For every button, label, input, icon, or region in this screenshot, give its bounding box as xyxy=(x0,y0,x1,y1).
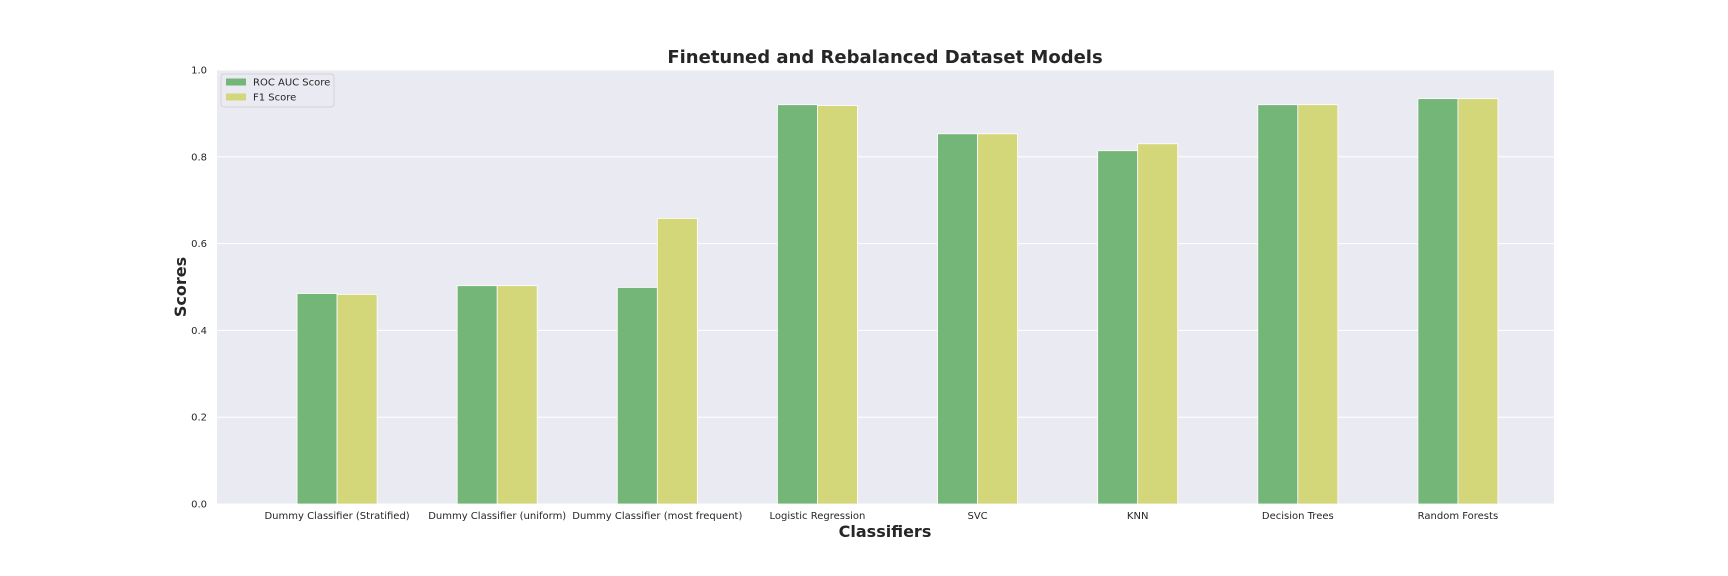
y-tick-label: 0.2 xyxy=(191,413,207,424)
y-axis-ticks: 0.0 0.2 0.4 0.6 0.8 1.0 xyxy=(191,66,207,511)
bar-roc-auc xyxy=(1257,104,1299,505)
bar-roc-auc xyxy=(777,104,818,505)
bar-f1 xyxy=(977,133,1018,505)
bar-roc-auc xyxy=(937,133,978,505)
x-tick-label: Dummy Classifier (uniform) xyxy=(428,511,566,522)
y-tick-label: 0.4 xyxy=(191,326,207,337)
bar-f1 xyxy=(1137,143,1179,505)
bar-f1 xyxy=(496,285,538,505)
bar-f1 xyxy=(656,218,698,505)
x-tick-label: Random Forests xyxy=(1418,511,1498,522)
x-tick-label: Dummy Classifier (Stratified) xyxy=(264,511,409,522)
bar-roc-auc xyxy=(1097,150,1139,505)
x-axis-ticks: Dummy Classifier (Stratified) Dummy Class… xyxy=(264,511,1498,522)
bar-f1 xyxy=(1457,98,1499,505)
bar-f1 xyxy=(1297,104,1339,505)
x-tick-label: Decision Trees xyxy=(1262,511,1334,522)
bar-f1 xyxy=(817,105,858,505)
x-tick-label: SVC xyxy=(967,511,987,522)
y-axis-label: Scores xyxy=(171,257,190,317)
x-tick-label: Logistic Regression xyxy=(769,511,865,522)
legend-entry: ROC AUC Score xyxy=(253,78,330,89)
bar-roc-auc xyxy=(456,285,498,505)
legend-swatch xyxy=(226,93,246,101)
legend-entry: F1 Score xyxy=(253,93,296,104)
legend: ROC AUC Score F1 Score xyxy=(220,73,335,108)
x-tick-label: KNN xyxy=(1127,511,1149,522)
y-tick-label: 0.8 xyxy=(191,152,207,163)
y-tick-label: 0.6 xyxy=(191,239,207,250)
bar-roc-auc xyxy=(616,287,658,505)
x-tick-label: Dummy Classifier (most frequent) xyxy=(572,511,742,522)
plot-area xyxy=(217,70,1554,504)
bar-f1 xyxy=(336,293,378,505)
bars xyxy=(296,98,1499,505)
chart-title: Finetuned and Rebalanced Dataset Models xyxy=(667,47,1102,68)
y-tick-label: 1.0 xyxy=(191,66,207,77)
y-tick-label: 0.0 xyxy=(191,500,207,511)
bar-roc-auc xyxy=(296,293,338,505)
bar-roc-auc xyxy=(1417,98,1459,505)
legend-box xyxy=(220,73,335,108)
legend-swatch xyxy=(226,78,246,86)
x-axis-label: Classifiers xyxy=(839,522,932,541)
